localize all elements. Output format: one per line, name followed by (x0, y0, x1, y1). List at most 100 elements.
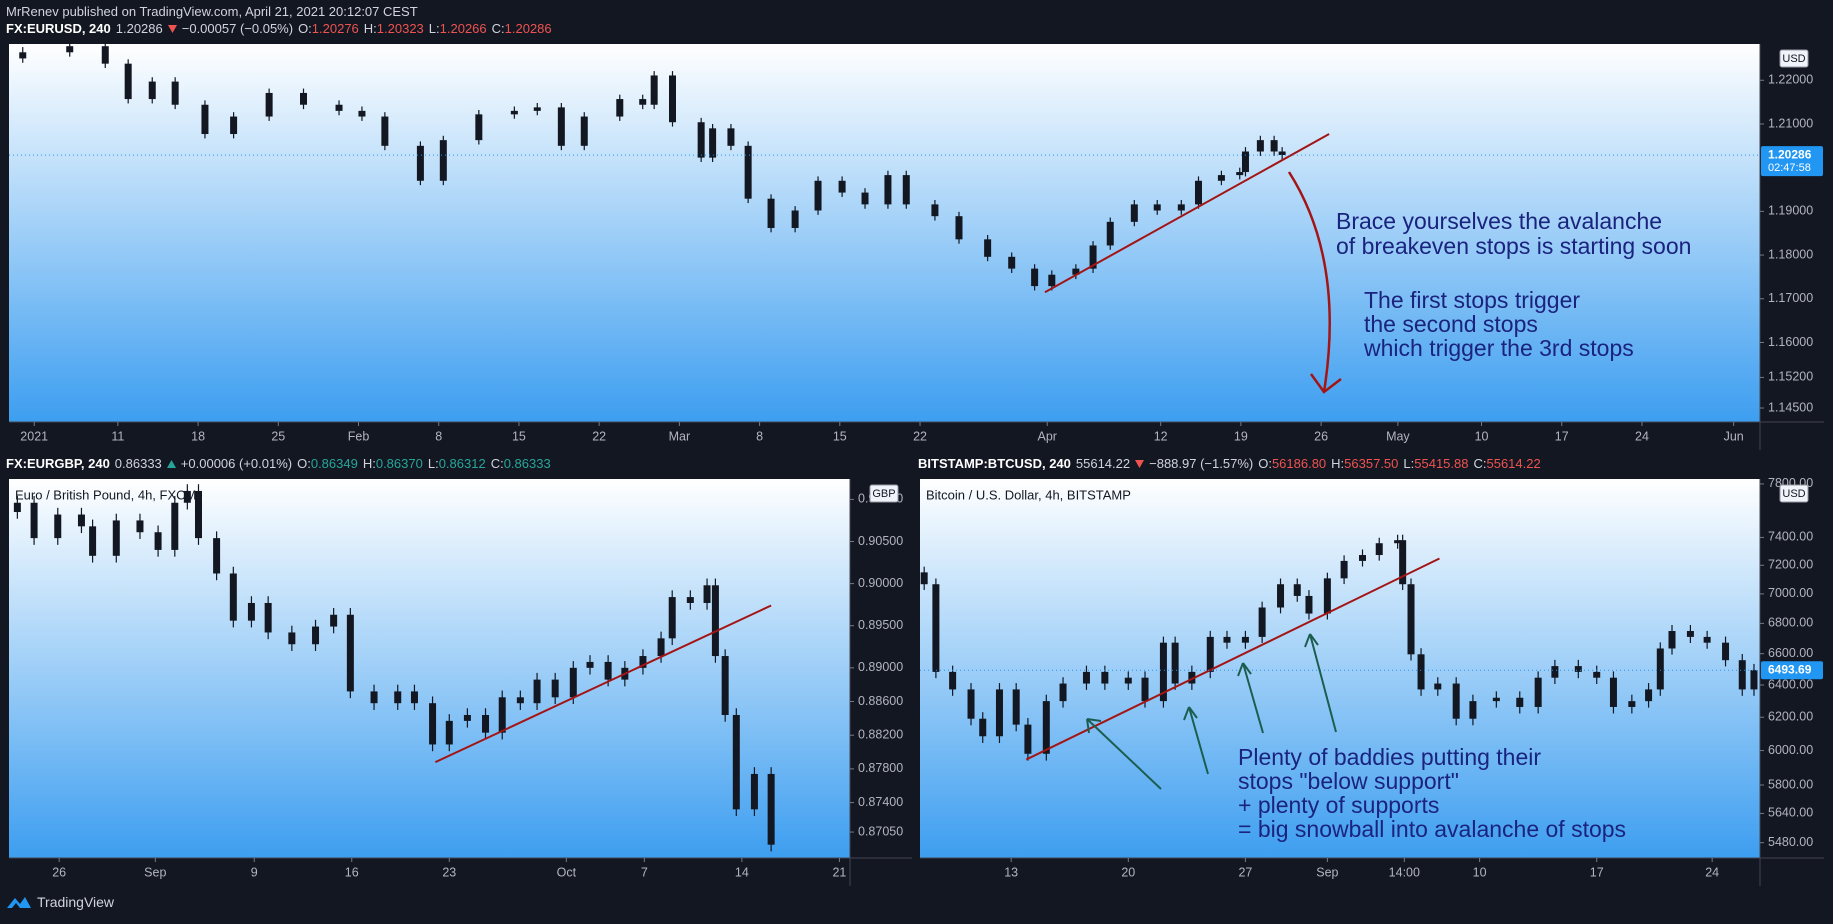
candle-body (416, 145, 424, 181)
candle-body (955, 216, 963, 240)
annotation: Brace yourselves the avalanche (1336, 208, 1662, 234)
ohlc-value: 1.20286 (504, 21, 552, 36)
candle-body (979, 718, 987, 737)
candle-body (884, 175, 892, 205)
candle-body (557, 107, 565, 146)
candle-body (1340, 560, 1348, 579)
candle-body (510, 110, 518, 115)
candle-body (703, 585, 711, 603)
candle-body (1417, 654, 1425, 690)
candle-body (516, 697, 524, 704)
candle-body (1750, 670, 1758, 690)
candle-body (1206, 636, 1214, 672)
y-tick-label: 1.22000 (1768, 73, 1813, 87)
candle-body (1305, 595, 1313, 614)
last-value: 0.86333 (114, 456, 162, 471)
last-price-label: 1.20286 (1768, 147, 1812, 161)
footer: TradingView (6, 894, 114, 910)
candle-body (1256, 140, 1264, 152)
last-value: 1.20286 (115, 21, 163, 36)
x-tick-label: 8 (756, 429, 763, 443)
candle-body (201, 104, 209, 135)
symbol-legend: FX:EURUSD, 240 1.20286 −0.00057 (−0.05%) O:… (6, 21, 552, 36)
x-tick-label: 2021 (20, 429, 48, 443)
direction-arrow (1135, 459, 1145, 468)
y-tick-label: 0.90500 (858, 534, 903, 548)
logo (7, 897, 31, 908)
candle-body (370, 691, 378, 704)
candle-body (288, 632, 296, 645)
candle-body (814, 180, 822, 211)
candle-body (721, 656, 729, 715)
candle-body (183, 490, 191, 503)
x-tick-label: Mar (669, 429, 691, 443)
candle-body (697, 122, 705, 158)
ohlc-value: 55415.88 (1414, 456, 1469, 471)
candle-body (569, 667, 577, 698)
candle-body (669, 75, 677, 123)
y-tick-label: 1.19000 (1768, 204, 1813, 218)
candle-body (931, 204, 939, 217)
candle-body (1394, 540, 1402, 544)
candle-body (498, 697, 506, 733)
ohlc-value: 55614.22 (1486, 456, 1541, 471)
y-tick-label: 0.88600 (858, 694, 903, 708)
annotation: stops "below support" (1238, 768, 1459, 794)
y-tick-label: 0.87050 (858, 824, 903, 838)
annotation: The first stops trigger (1364, 287, 1580, 313)
candle-body (932, 584, 940, 672)
candle-body (1072, 268, 1080, 275)
candle-body (995, 689, 1003, 737)
ohlc-value: 0.86370 (375, 456, 423, 471)
change: −0.00057 (−0.05%) (181, 21, 294, 36)
x-tick-label: Oct (557, 865, 577, 879)
y-tick-label: 0.88200 (858, 728, 903, 742)
candle-body (1534, 677, 1542, 707)
candle-body (194, 490, 202, 539)
candle-body (1106, 221, 1114, 246)
symbol-legend: FX:EURGBP, 240 0.86333 +0.00006 (+0.01%) O:… (6, 456, 551, 471)
candle-body (586, 661, 594, 668)
ohlc-item: C:1.20286 (492, 21, 552, 36)
candle-body (229, 573, 237, 621)
candle-body (1089, 245, 1097, 269)
candle-body (727, 128, 735, 146)
candle-body (463, 714, 471, 721)
currency-label: GBP (872, 488, 895, 500)
candle-body (54, 514, 62, 539)
candle-body (1188, 671, 1196, 684)
last-price-badge (1761, 661, 1823, 680)
x-tick-label: 8 (435, 429, 442, 443)
candle-body (604, 661, 612, 680)
candle-body (312, 626, 320, 645)
y-tick-label: 5800.00 (1768, 777, 1813, 791)
ohlc-item: L:55415.88 (1403, 456, 1468, 471)
currency-label: USD (1782, 53, 1805, 65)
candle-body (171, 502, 179, 550)
y-tick-label: 0.89500 (858, 618, 903, 632)
candle-body (1059, 683, 1067, 702)
candle-body (668, 597, 676, 639)
candle-body (984, 239, 992, 257)
candle-body (1236, 172, 1244, 176)
y-tick-label: 7200.00 (1768, 558, 1813, 572)
candle-body (13, 502, 21, 513)
candle-body (732, 714, 740, 810)
ohlc-item: H:0.86370 (363, 456, 423, 471)
y-tick-label: 7400.00 (1768, 530, 1813, 544)
candle-body (1375, 543, 1383, 556)
candle-body (124, 63, 132, 100)
x-tick-label: 10 (1473, 865, 1487, 879)
candle-body (264, 602, 272, 633)
candle-body (1293, 584, 1301, 596)
candle-body (358, 110, 366, 117)
candle-body (171, 81, 179, 105)
x-tick-label: 22 (592, 429, 606, 443)
candle-body (482, 714, 490, 733)
candle-body (686, 597, 694, 603)
candle-body (861, 192, 869, 205)
ohlc-value: 1.20266 (439, 21, 487, 36)
ohlc-label: C: (490, 456, 504, 471)
